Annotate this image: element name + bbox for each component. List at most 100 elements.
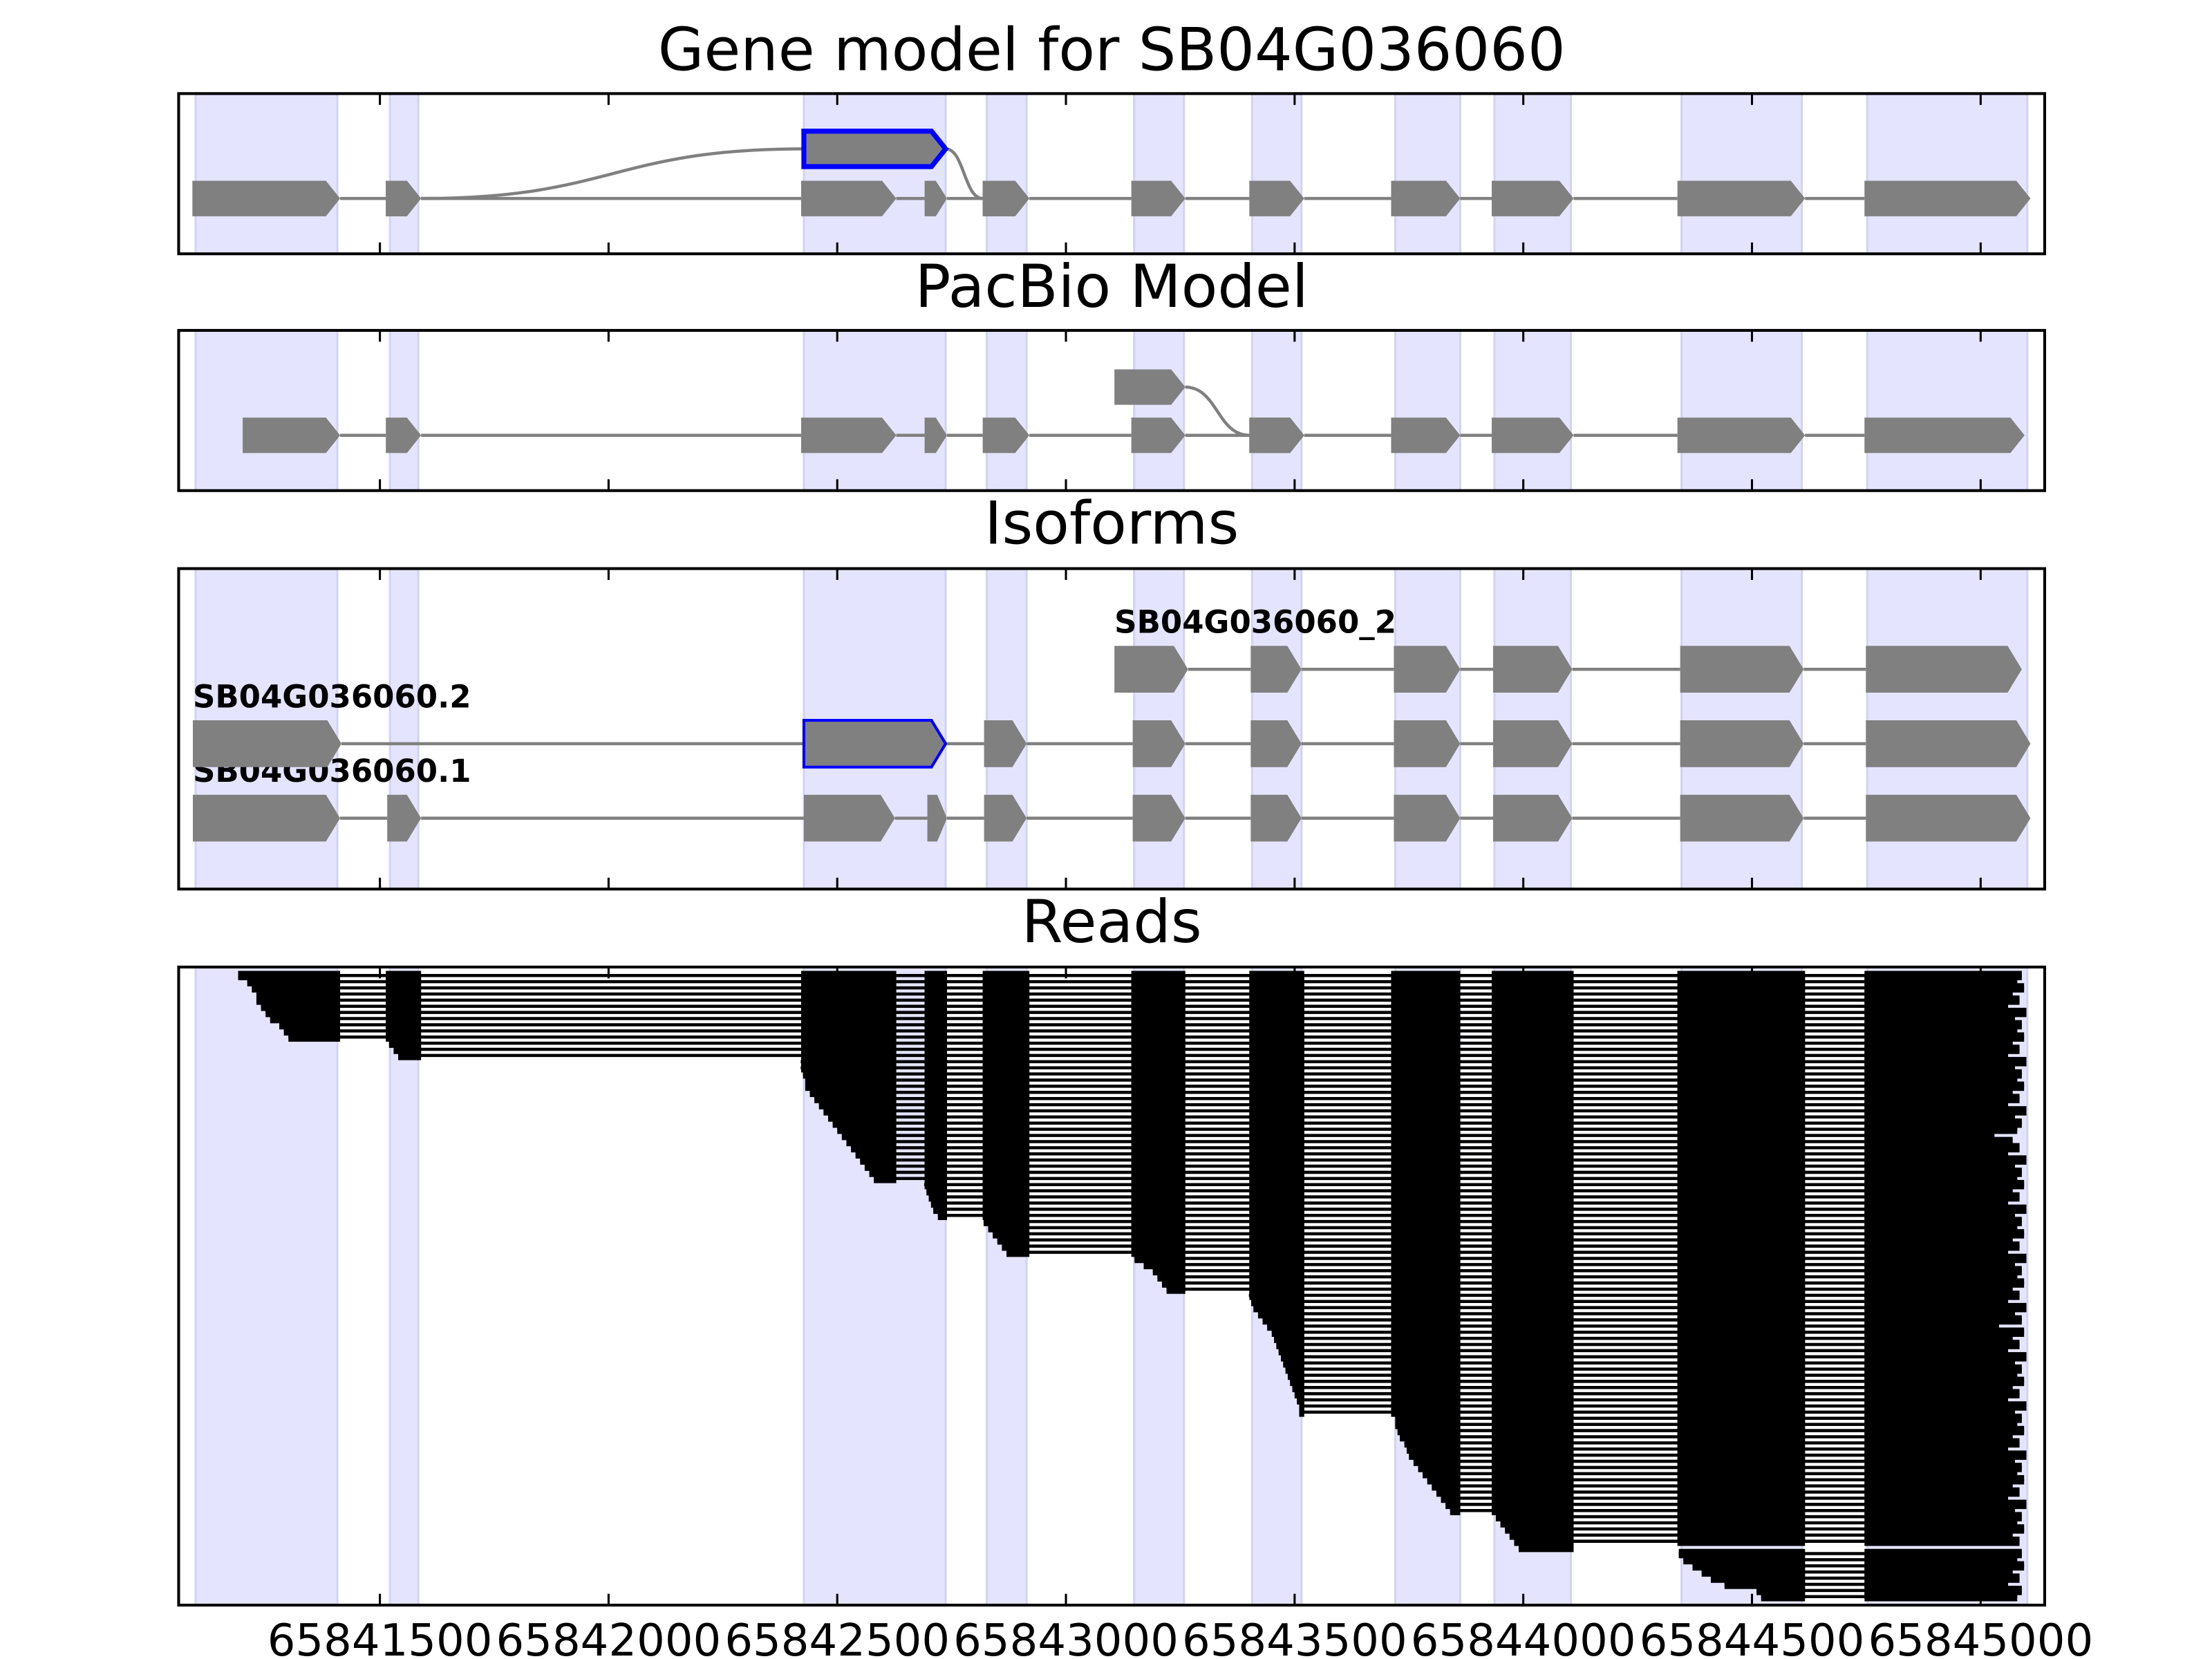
exon: [924, 180, 948, 216]
exon-region: [1866, 92, 2029, 255]
exon: [1677, 180, 1806, 216]
read-block: [1864, 1591, 2018, 1602]
exon: [192, 720, 342, 767]
exon: [984, 720, 1027, 767]
read-block: [874, 1174, 897, 1183]
read-block: [937, 1210, 948, 1220]
exon: [1677, 418, 1806, 453]
read-block: [1006, 1247, 1030, 1257]
exon: [387, 794, 422, 842]
intron: [1185, 385, 1250, 438]
exon: [1492, 418, 1574, 453]
exon-region: [1493, 92, 1572, 255]
exon: [1249, 180, 1304, 216]
exon-region: [803, 329, 947, 492]
panel-title: Isoforms: [984, 489, 1239, 558]
read: [937, 1210, 2015, 1220]
exon-region: [986, 329, 1028, 492]
exon: [1492, 180, 1574, 216]
read-block: [1166, 1284, 1185, 1294]
read: [1514, 1536, 2020, 1546]
exon: [1680, 720, 1804, 767]
panel-frame: [177, 92, 2046, 256]
exon: [1493, 720, 1573, 767]
exon-region: [388, 92, 420, 255]
exon: [800, 180, 897, 216]
exon: [1394, 794, 1461, 842]
exon: [803, 794, 895, 842]
x-tick-label: 65842500: [724, 1615, 950, 1659]
exon-region: [1493, 329, 1572, 492]
exon: [1394, 720, 1461, 767]
exon-region: [1680, 329, 1803, 492]
exon-region: [803, 92, 947, 255]
read-block: [1450, 1506, 1461, 1515]
exon-region: [1394, 92, 1461, 255]
exon-region: [1250, 92, 1303, 255]
exon: [1114, 369, 1185, 405]
exon-region: [194, 92, 339, 255]
intron: [421, 147, 804, 200]
exon: [1866, 794, 2031, 842]
exon: [1131, 418, 1185, 453]
exon: [192, 180, 341, 216]
read-block: [1299, 1401, 1304, 1411]
read-block: [1864, 1536, 2020, 1546]
exon: [1132, 794, 1185, 842]
x-tick-label: 65842000: [496, 1615, 722, 1659]
exon: [982, 180, 1030, 216]
exon-region: [388, 329, 420, 492]
exon: [1394, 646, 1461, 693]
panel-frame: [177, 328, 2046, 492]
read: [1161, 1278, 2025, 1288]
panel-frame: [177, 567, 2046, 891]
exon: [982, 418, 1030, 453]
exon: [1114, 646, 1188, 693]
read-block: [1677, 1536, 1806, 1546]
exon-region: [1866, 329, 2029, 492]
read-block: [398, 1051, 422, 1060]
exon: [1250, 794, 1302, 842]
x-tick-label: 65844500: [1640, 1615, 1865, 1659]
panel-frame: [177, 965, 2046, 1607]
exon-region: [1133, 329, 1185, 492]
isoform-label: SB04G036060_2: [1114, 604, 1396, 641]
exon: [927, 794, 948, 842]
read-block: [288, 1032, 341, 1042]
read: [926, 1185, 2013, 1196]
exon-region: [194, 329, 339, 492]
x-tick-label: 65843000: [953, 1615, 1179, 1659]
exon: [1250, 720, 1302, 767]
x-tick-label: 65843500: [1182, 1615, 1407, 1659]
intron: [945, 147, 984, 200]
exon-region: [1250, 329, 1303, 492]
exon: [1391, 418, 1461, 453]
panel-title: Gene model for SB04G036060: [658, 15, 1566, 84]
exon: [984, 794, 1027, 842]
exon: [1493, 794, 1573, 842]
read: [1519, 1542, 1574, 1553]
exon: [1250, 646, 1302, 693]
exon: [1249, 418, 1304, 453]
read: [1761, 1591, 2018, 1602]
x-tick-label: 65845000: [1868, 1615, 2093, 1659]
exon: [386, 180, 422, 216]
exon: [800, 418, 897, 453]
highlighted-exon: [802, 718, 948, 769]
exon: [1680, 646, 1804, 693]
read-block: [1519, 1542, 1574, 1553]
exon: [1132, 720, 1185, 767]
exon-region: [1133, 92, 1185, 255]
exon-region: [194, 966, 339, 1606]
exon: [924, 418, 948, 453]
exon: [1391, 180, 1461, 216]
exon: [192, 794, 341, 842]
exon: [1493, 646, 1573, 693]
exon: [1131, 180, 1185, 216]
x-tick-label: 65844000: [1411, 1615, 1636, 1659]
read-block: [1761, 1591, 1806, 1602]
read: [1406, 1444, 2009, 1454]
read: [924, 1179, 2025, 1190]
